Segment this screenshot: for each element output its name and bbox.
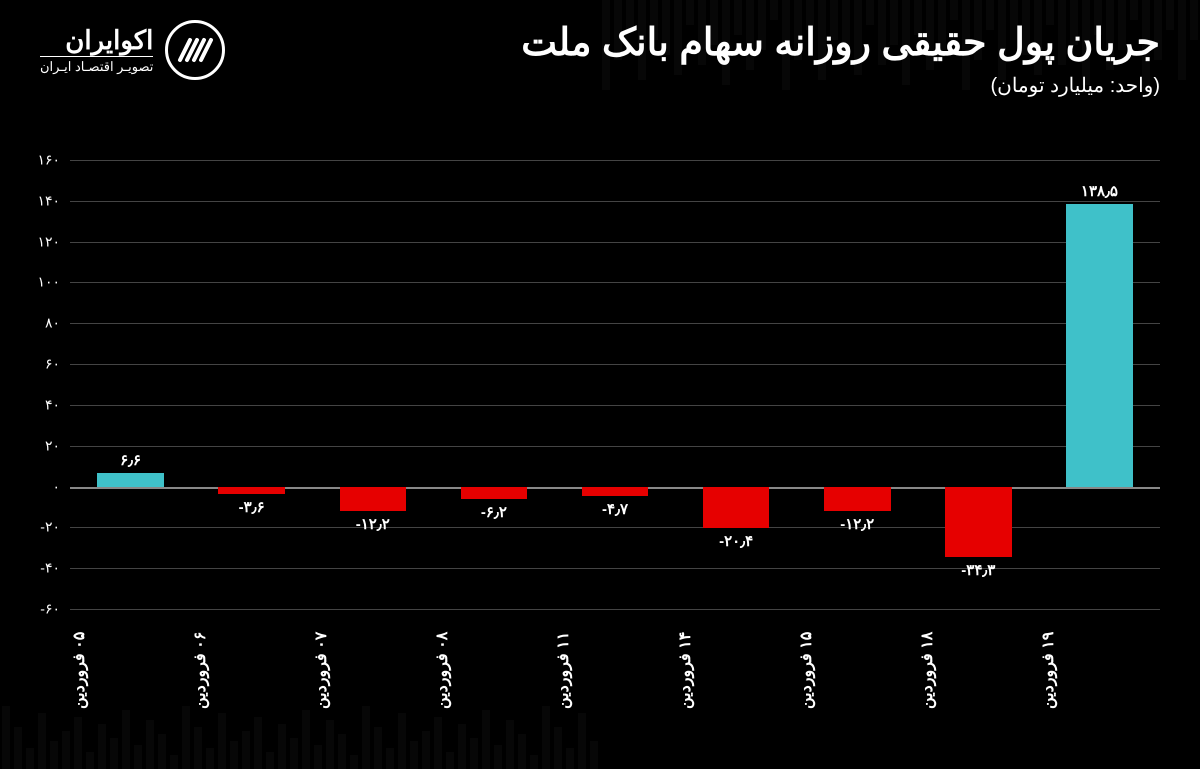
y-tick-label: ۴۰ xyxy=(20,396,60,413)
y-tick-label: ۸۰ xyxy=(20,315,60,332)
bar-value-label: ۱۳۸٫۵ xyxy=(1081,182,1118,200)
bar-value-label: -۳۴٫۳ xyxy=(961,561,995,579)
brand-logo: اکوایران تصویـر اقتصـاد ایـران xyxy=(40,20,225,80)
bar xyxy=(824,487,891,512)
y-tick-label: ۰ xyxy=(20,478,60,495)
bar-value-label: -۶٫۲ xyxy=(481,503,507,521)
bar-value-label: -۳٫۶ xyxy=(239,498,265,516)
bar-value-label: -۱۲٫۲ xyxy=(356,515,390,533)
y-tick-label: -۲۰ xyxy=(20,519,60,536)
bar-slot: -۲۰٫۴ xyxy=(676,160,797,609)
bar xyxy=(340,487,407,512)
plot-region: ۱۶۰۱۴۰۱۲۰۱۰۰۸۰۶۰۴۰۲۰۰-۲۰-۴۰-۶۰ ۶٫۶-۳٫۶-۱… xyxy=(70,160,1160,609)
y-tick-label: ۱۲۰ xyxy=(20,233,60,250)
bar-slot: -۱۲٫۲ xyxy=(797,160,918,609)
bar xyxy=(218,487,285,494)
y-tick-label: ۱۴۰ xyxy=(20,192,60,209)
y-tick-label: -۴۰ xyxy=(20,560,60,577)
title-area: جریان پول حقیقی روزانه سهام بانک ملت (وا… xyxy=(521,20,1160,98)
chart-title: جریان پول حقیقی روزانه سهام بانک ملت xyxy=(521,20,1160,65)
bar xyxy=(461,487,528,500)
chart-area: ۱۶۰۱۴۰۱۲۰۱۰۰۸۰۶۰۴۰۲۰۰-۲۰-۴۰-۶۰ ۶٫۶-۳٫۶-۱… xyxy=(70,160,1160,729)
gridline xyxy=(70,609,1160,610)
x-axis-label: ۱۵ فروردین xyxy=(797,619,918,729)
bar-slot: -۶٫۲ xyxy=(433,160,554,609)
y-tick-label: ۲۰ xyxy=(20,437,60,454)
bar xyxy=(97,473,164,486)
bar-slot: -۳۴٫۳ xyxy=(918,160,1039,609)
bar xyxy=(582,487,649,497)
x-axis-label: ۰۵ فروردین xyxy=(70,619,191,729)
bar-value-label: -۲۰٫۴ xyxy=(719,532,753,550)
y-tick-label: ۶۰ xyxy=(20,356,60,373)
bar-value-label: -۴٫۷ xyxy=(602,500,628,518)
bar xyxy=(1066,204,1133,487)
bar-slot: ۱۳۸٫۵ xyxy=(1039,160,1160,609)
bars-container: ۶٫۶ -۳٫۶ -۱۲٫۲ -۶٫۲ -۴٫۷ -۲۰٫۴ -۱۲٫۲ -۳۴٫۳ ۱۳۸٫۵ xyxy=(70,160,1160,609)
bar-value-label: ۶٫۶ xyxy=(120,451,141,469)
x-axis-label: ۰۷ فروردین xyxy=(312,619,433,729)
bar-slot: ۶٫۶ xyxy=(70,160,191,609)
x-axis-label: ۰۶ فروردین xyxy=(191,619,312,729)
x-axis-label: ۱۴ فروردین xyxy=(676,619,797,729)
brand-tagline: تصویـر اقتصـاد ایـران xyxy=(40,56,153,75)
x-axis-label: ۱۹ فروردین xyxy=(1039,619,1160,729)
bar xyxy=(945,487,1012,557)
x-axis-label: ۱۱ فروردین xyxy=(554,619,675,729)
bar-slot: -۱۲٫۲ xyxy=(312,160,433,609)
brand-icon xyxy=(165,20,225,80)
y-tick-label: ۱۰۰ xyxy=(20,274,60,291)
header: جریان پول حقیقی روزانه سهام بانک ملت (وا… xyxy=(40,20,1160,98)
bar-slot: -۳٫۶ xyxy=(191,160,312,609)
bar-value-label: -۱۲٫۲ xyxy=(840,515,874,533)
x-axis-labels: ۰۵ فروردین۰۶ فروردین۰۷ فروردین۰۸ فروردین… xyxy=(70,619,1160,729)
bar-slot: -۴٫۷ xyxy=(554,160,675,609)
y-tick-label: -۶۰ xyxy=(20,601,60,618)
y-tick-label: ۱۶۰ xyxy=(20,152,60,169)
brand-name: اکوایران xyxy=(40,25,153,56)
chart-subtitle: (واحد: میلیارد تومان) xyxy=(521,73,1160,98)
bar xyxy=(703,487,770,529)
x-axis-label: ۰۸ فروردین xyxy=(433,619,554,729)
x-axis-label: ۱۸ فروردین xyxy=(918,619,1039,729)
